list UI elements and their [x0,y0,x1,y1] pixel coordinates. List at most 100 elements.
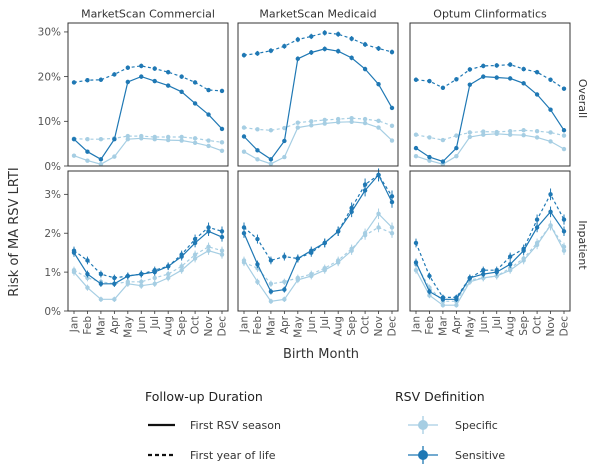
data-point [192,136,198,141]
data-point [139,63,144,69]
data-point [165,271,171,277]
data-point [282,287,287,292]
y-tick-label: 3% [44,189,61,201]
data-point [467,275,473,281]
data-point [467,67,473,72]
data-point [206,138,211,143]
y-axis-title: Risk of MA RSV LRTI [7,167,22,296]
y-tick-label: 0% [44,161,61,173]
data-point [71,136,77,142]
panel-inpatient-marketscan-commercial: Jan Feb Mar Apr May Jun Jul Aug Sep Oct Nov Dec [67,170,229,338]
data-point [112,281,117,286]
data-point [413,267,419,273]
data-point [98,271,104,277]
data-point [179,267,184,273]
data-point [561,133,567,138]
data-point [85,78,90,83]
data-point [548,209,553,215]
data-point [481,271,486,277]
data-point [494,63,499,68]
y-tick-label: 30% [38,27,61,39]
data-point [548,130,553,135]
data-point [521,132,526,138]
data-point [494,131,499,137]
data-point [454,77,459,82]
data-point [521,81,526,86]
panel-frame [409,170,571,312]
data-point [389,49,395,55]
data-point [335,48,341,54]
data-point [413,77,419,82]
data-point [309,119,314,124]
data-point [481,63,486,69]
x-tick-label: Sep [518,316,530,336]
data-point [335,260,341,265]
x-tick-label: Aug [505,316,517,337]
legend-followup-duration: Follow-up Duration First RSV season Firs… [145,389,281,462]
series-line-specific-first-year-of-life [73,135,223,143]
data-point [282,154,287,160]
data-point [241,149,247,154]
data-point [454,297,459,302]
x-tick-label: Jun [136,316,148,333]
data-point [219,140,225,145]
data-point [268,281,274,286]
series-line-specific-first-rsv-season [415,224,565,306]
data-point [152,275,157,281]
x-tick-label: Mar [95,315,107,335]
data-point [362,120,368,126]
data-point [507,132,513,137]
data-point [507,62,513,67]
data-point [192,101,198,106]
data-point [548,77,553,82]
data-point [454,302,459,308]
data-point [440,302,446,308]
data-point [481,275,486,281]
x-tick-label: May [464,316,476,338]
data-point [440,85,446,90]
data-point [125,65,131,70]
data-point [467,130,473,135]
series-line-specific-first-year-of-life [243,117,393,131]
data-point [309,248,314,253]
data-point [219,88,225,94]
data-point [179,264,184,269]
data-point [548,192,553,197]
x-tick-label: Feb [82,316,94,335]
x-tick-label: Oct [532,316,544,334]
data-point [219,252,225,257]
data-point [389,231,395,236]
data-point [85,275,90,281]
panel-frame [409,22,571,167]
x-tick-label: Feb [252,316,264,335]
data-point [282,138,287,144]
data-point [349,209,354,215]
panel-overall-marketscan-medicaid [237,22,399,167]
legend-label-specific: Specific [455,419,498,432]
data-point [507,254,513,259]
data-point [206,112,211,117]
data-point [481,74,486,79]
data-point [295,277,301,283]
data-point [219,148,225,154]
x-tick-label: Jul [319,316,331,330]
data-point [454,153,459,159]
data-point [255,127,260,132]
panel-frame [237,170,399,312]
data-point [295,125,301,130]
series-line-sensitive-first-rsv-season [415,210,565,300]
data-point [534,69,540,75]
data-point [125,273,131,279]
series-line-specific-first-rsv-season [243,212,393,302]
data-point [85,258,90,263]
data-point [467,82,473,87]
strip-marketscan-medicaid [238,5,398,22]
data-point [467,134,473,140]
data-point [376,46,381,51]
data-point [507,267,513,273]
legend-label-sensitive: Sensitive [455,449,505,462]
x-tick-label: Sep [346,316,358,336]
series-line-sensitive-first-rsv-season [73,75,223,161]
data-point [548,223,553,228]
data-point [413,153,419,159]
